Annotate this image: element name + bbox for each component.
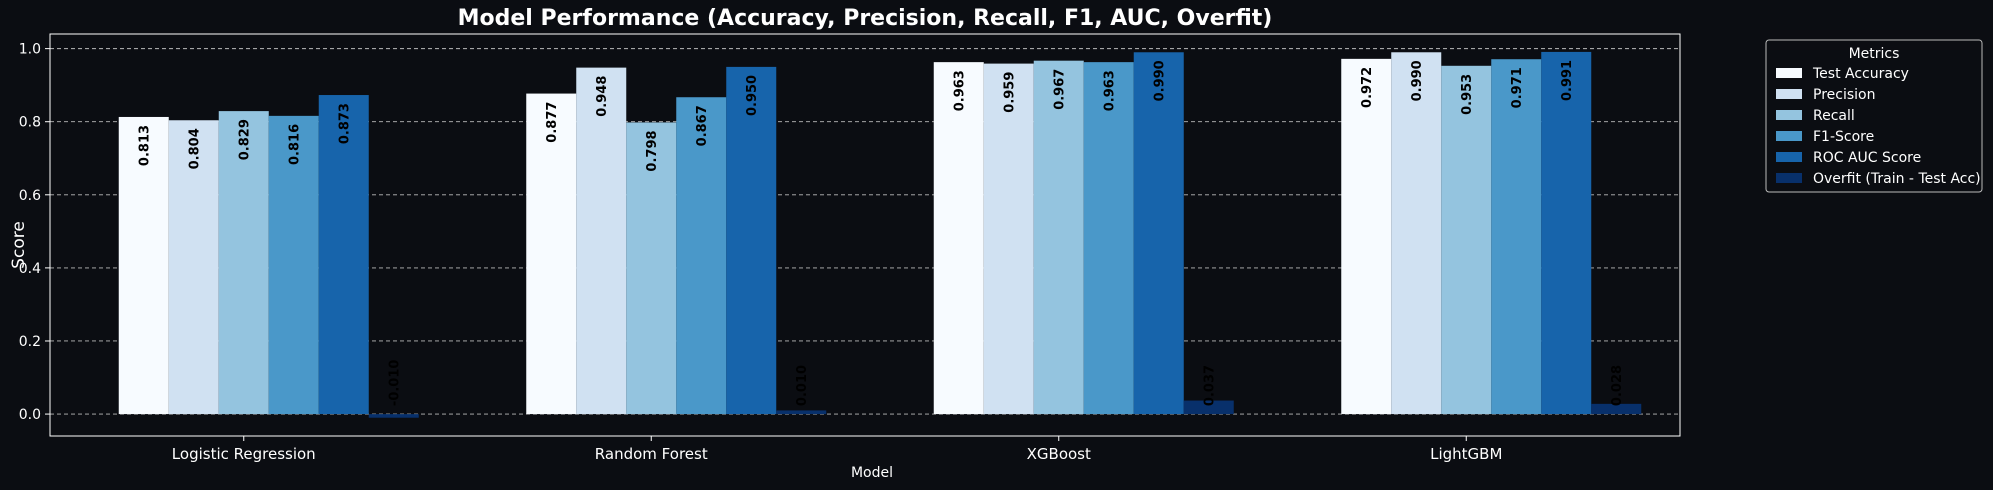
- data-label: 0.813: [138, 125, 153, 166]
- bar: [933, 62, 984, 415]
- y-tick-label: 1.0: [19, 42, 41, 58]
- data-label-layer: 0.813 0.804 0.829 0.816 0.873 -0.010 0.877 0.94…: [138, 60, 1626, 406]
- data-label: 0.873: [338, 103, 353, 144]
- y-tick-label: 0.2: [19, 334, 41, 350]
- bar: [983, 63, 1034, 415]
- y-tick-label: 0.0: [19, 407, 41, 423]
- data-label: 0.877: [545, 102, 560, 143]
- data-label: 0.990: [1410, 60, 1425, 101]
- legend-swatch: [1776, 131, 1802, 141]
- y-tick-label: 0.8: [19, 115, 41, 131]
- data-label: 0.959: [1003, 72, 1018, 113]
- data-label: 0.950: [745, 75, 760, 116]
- bar: [1491, 59, 1542, 415]
- bar: [268, 115, 319, 415]
- legend-swatch: [1776, 152, 1802, 162]
- data-label: 0.953: [1460, 74, 1475, 115]
- bar: [726, 66, 777, 415]
- axis-layer: 0.0 0.2 0.4 0.6 0.8 1.0 Logistic Regression Ran…: [19, 42, 1503, 463]
- x-tick-label: Logistic Regression: [172, 445, 316, 463]
- bar: [318, 95, 369, 415]
- bar: [218, 111, 269, 415]
- legend-swatch: [1776, 68, 1802, 78]
- y-axis-label: Score: [9, 221, 29, 269]
- data-label: 0.971: [1510, 67, 1525, 108]
- chart-title: Model Performance (Accuracy, Precision, …: [458, 6, 1273, 31]
- data-label: 0.948: [595, 76, 610, 117]
- data-label: 0.829: [238, 119, 253, 160]
- bar: [526, 93, 577, 415]
- data-label: 0.963: [1103, 70, 1118, 111]
- x-tick-label: Random Forest: [595, 445, 708, 463]
- data-label: 0.798: [645, 130, 660, 171]
- bar: [1591, 403, 1642, 415]
- data-label: 0.990: [1153, 60, 1168, 101]
- data-label: 0.804: [188, 128, 203, 169]
- legend-swatch: [1776, 89, 1802, 99]
- legend-entry: ROC AUC Score: [1813, 150, 1921, 166]
- legend-frame: [1765, 39, 1983, 193]
- bar: [1441, 65, 1492, 415]
- data-label: 0.010: [795, 365, 810, 406]
- bar: [1133, 52, 1184, 415]
- y-tick-label: 0.6: [19, 188, 41, 204]
- legend-entry: Test Accuracy: [1812, 66, 1909, 82]
- bar: [776, 410, 827, 415]
- x-tick-label: LightGBM: [1430, 445, 1502, 463]
- x-tick-label: XGBoost: [1027, 445, 1091, 463]
- legend: Metrics Test Accuracy Precision Recall F1-S…: [1765, 39, 1983, 193]
- bar: [1083, 62, 1134, 415]
- bar: [1391, 52, 1442, 415]
- plot-frame: [49, 33, 1681, 437]
- data-label: 0.963: [953, 70, 968, 111]
- bar: [1341, 58, 1392, 415]
- data-label: 0.991: [1560, 60, 1575, 101]
- legend-entry: Overfit (Train - Test Acc): [1813, 171, 1981, 187]
- y-tick-label: 0.4: [19, 261, 41, 277]
- bar: [368, 414, 419, 418]
- bar: [1183, 400, 1234, 415]
- bar-layer: [118, 51, 1642, 418]
- legend-swatch: [1776, 110, 1802, 120]
- bar: [676, 97, 727, 415]
- data-label: 0.967: [1053, 69, 1068, 110]
- x-axis-label: Model: [851, 465, 893, 481]
- bar: [1541, 51, 1592, 415]
- data-label: 0.816: [288, 124, 303, 165]
- legend-entry: Precision: [1813, 87, 1875, 103]
- data-label: 0.037: [1203, 365, 1218, 406]
- data-label: 0.867: [695, 105, 710, 146]
- data-label: -0.010: [388, 360, 403, 407]
- legend-entry: F1-Score: [1813, 129, 1874, 145]
- legend-entry: Recall: [1813, 108, 1855, 124]
- data-label: 0.972: [1360, 67, 1375, 108]
- bar: [626, 122, 677, 415]
- legend-title: Metrics: [1849, 46, 1900, 62]
- data-label: 0.028: [1610, 365, 1625, 406]
- bar: [168, 120, 219, 415]
- bar: [118, 116, 169, 415]
- bar: [1033, 60, 1084, 415]
- legend-swatch: [1776, 173, 1802, 183]
- bar: [576, 67, 627, 415]
